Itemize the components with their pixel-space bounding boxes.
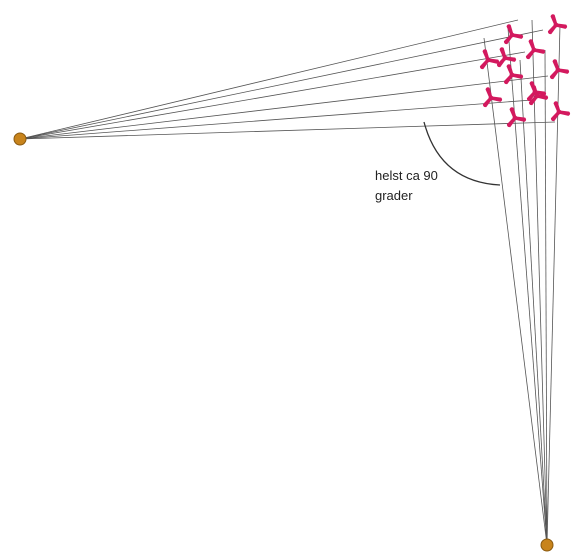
sight-line-left-5 <box>19 99 533 140</box>
wind-turbine-icon <box>549 59 570 80</box>
sight-line-left-1 <box>19 19 519 140</box>
wind-turbine-icon <box>547 14 568 35</box>
observer-point-bottom <box>540 538 554 552</box>
sight-line-bottom-2 <box>507 27 548 546</box>
sight-lines-bottom <box>483 19 561 546</box>
angle-arc <box>423 121 501 186</box>
wind-turbine-icon <box>482 87 503 108</box>
angle-label-line2: grader <box>375 188 413 203</box>
wind-turbine-icon <box>479 49 500 70</box>
wind-turbine-icon <box>525 39 546 60</box>
sight-line-bottom-4 <box>519 59 548 546</box>
observer-point-left <box>13 132 27 146</box>
turbine-group <box>479 14 571 128</box>
sight-line-left-2 <box>19 29 544 140</box>
wind-turbine-icon <box>503 64 524 85</box>
wind-turbine-icon <box>496 47 517 68</box>
sight-line-left-6 <box>19 121 556 140</box>
wind-turbine-icon <box>506 107 527 128</box>
sight-line-bottom-3 <box>531 19 548 546</box>
sight-line-left-4 <box>19 75 549 140</box>
sight-line-left-3 <box>19 51 526 140</box>
sight-lines-left <box>19 19 556 140</box>
sight-line-bottom-6 <box>546 24 561 546</box>
angle-label-line1: helst ca 90 <box>375 168 438 183</box>
wind-turbine-icon <box>528 85 549 106</box>
wind-turbine-icon <box>550 101 571 122</box>
sight-line-bottom-5 <box>544 49 548 546</box>
wind-turbine-icon <box>503 24 524 45</box>
sight-line-bottom-1 <box>483 37 548 546</box>
